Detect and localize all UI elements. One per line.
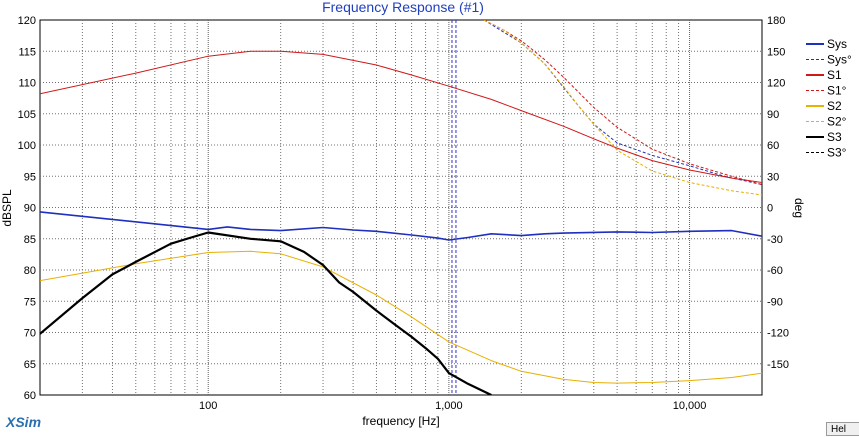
legend-label: S2 — [827, 99, 842, 113]
series-line-s2-phase — [483, 20, 762, 196]
y2-axis-label: deg — [792, 198, 806, 218]
left-axis-ticks: 60 65 70 75 80 85 90 95 100 105 110 115 120 — [18, 15, 36, 402]
y2-tick-label: 180 — [767, 15, 785, 27]
y-tick-label: 60 — [24, 390, 36, 402]
x-axis-label: frequency [Hz] — [362, 414, 439, 428]
legend-label: S3 — [827, 130, 842, 144]
y2-tick-label: 90 — [767, 109, 779, 121]
legend: Sys Sys°S1 S1°S2 S2°S3 S3° — [806, 37, 852, 160]
y-tick-label: 115 — [18, 46, 36, 58]
x-tick-label: 10,000 — [673, 400, 707, 412]
y-tick-label: 110 — [18, 78, 36, 90]
series-lines — [40, 20, 762, 395]
y2-tick-label: -120 — [767, 328, 789, 340]
y-tick-label: 70 — [24, 328, 36, 340]
legend-label: Sys° — [827, 53, 852, 67]
series-line-s3 — [40, 231, 492, 395]
y2-tick-label: 150 — [767, 46, 785, 58]
y2-tick-label: 0 — [767, 203, 773, 215]
frequency-markers — [451, 20, 457, 395]
grid-lines — [40, 20, 762, 395]
y2-tick-label: -60 — [767, 265, 783, 277]
y-tick-label: 95 — [24, 171, 36, 183]
series-line-s1 — [40, 50, 762, 183]
y-tick-label: 80 — [24, 265, 36, 277]
x-tick-label: 100 — [199, 400, 217, 412]
x-axis-ticks: 100 1,000 10,000 — [199, 400, 706, 412]
legend-label: S1° — [827, 84, 847, 98]
y2-tick-label: 60 — [767, 140, 779, 152]
right-axis-ticks: -150 -120 -90 -60 -30 0 30 60 90 120 150 180 — [767, 15, 789, 371]
x-tick-label: 1,000 — [435, 400, 463, 412]
y-tick-label: 90 — [24, 203, 36, 215]
y-tick-label: 100 — [18, 140, 36, 152]
legend-label: S1 — [827, 68, 842, 82]
legend-label: Sys — [827, 37, 847, 51]
y2-tick-label: 30 — [767, 171, 779, 183]
y2-tick-label: -90 — [767, 296, 783, 308]
legend-label: S2° — [827, 115, 847, 129]
y2-tick-label: -150 — [767, 359, 789, 371]
y2-tick-label: -30 — [767, 234, 783, 246]
series-line-s1-phase — [483, 20, 762, 186]
chart-title: Frequency Response (#1) — [322, 0, 484, 15]
y-tick-label: 75 — [24, 296, 36, 308]
y-tick-label: 65 — [24, 359, 36, 371]
y-tick-label: 85 — [24, 234, 36, 246]
y-tick-label: 120 — [18, 15, 36, 27]
y2-tick-label: 120 — [767, 78, 785, 90]
y-axis-label: dBSPL — [0, 189, 14, 227]
legend-label: S3° — [827, 146, 847, 160]
xsim-logo: XSim — [6, 414, 42, 430]
series-line-s2 — [40, 250, 762, 384]
y-tick-label: 105 — [18, 109, 36, 121]
series-line-sys — [40, 211, 762, 241]
